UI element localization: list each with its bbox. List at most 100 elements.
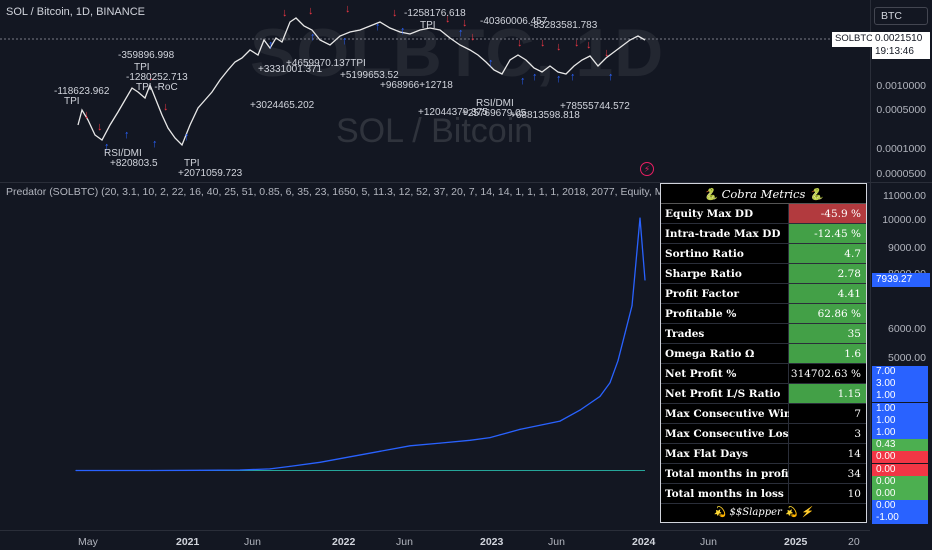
equity-point [644,279,646,281]
sell-arrow-icon: ↓ [345,3,351,15]
metric-label: Profit Factor [661,284,789,303]
main-price-chart[interactable]: SOLBTC, 1D SOL / Bitcoin ↓ ↓ ↓ ↓ ↓ ↓ ↓ ↓ ↓ ↓ ↓ ↓ ↓ ↓ ↓… [0,0,870,180]
price-candles: ↓↓↓↓↓ ↓ ↓ ↓ ↓ ↓↓ ↓ ↓ ↓ ↓ ↓↓↑↑↑↑↑↑ ↑↑ ↑ ↑↑↑ ↑ ↑ ↑ ↑ [0,3,870,153]
buy-arrow-icon: ↑ [152,138,158,150]
metric-label: Profitable % [661,304,789,323]
equity-point [239,469,241,471]
equity-point [319,461,321,463]
signal-label: TPI [134,62,150,73]
sell-arrow-icon: ↓ [540,37,546,49]
buy-arrow-icon: ↑ [184,131,190,143]
equity-point [349,456,351,458]
signal-label: +68813598.818 [510,110,580,121]
signal-label: +3331001.371 [258,64,323,75]
sell-arrow-icon: ↓ [604,47,610,59]
time-scale-label: 2025 [784,536,808,548]
metric-label: Sharpe Ratio [661,264,789,283]
buy-arrow-icon: ↑ [310,31,316,43]
price-scale-label: 0.0010000 [876,80,926,92]
metrics-row: Omega Ratio Ω 1.6 [661,344,866,364]
metric-value: 4.41 [789,284,866,303]
equity-point [599,395,601,397]
metric-value: 1.6 [789,344,866,363]
signal-label: +968966+12718 [380,80,453,91]
indicator-title[interactable]: Predator (SOLBTC) (20, 3.1, 10, 2, 22, 1… [6,186,740,198]
equity-point [631,305,633,307]
metric-label: Max Flat Days [661,444,789,463]
cobra-metrics-table: 🐍 Cobra Metrics 🐍 Equity Max DD -45.9 % In… [660,183,867,523]
metrics-row: Equity Max DD -45.9 % [661,204,866,224]
metrics-row: Intra-trade Max DD -12.45 % [661,224,866,244]
equity-point [199,469,201,471]
buy-arrow-icon: ↑ [488,57,494,69]
buy-arrow-icon: ↑ [520,75,526,87]
signal-label: -1258176.618 [404,8,466,19]
indicator-scale-label: 6000.00 [888,323,926,335]
metrics-row: Max Consecutive Losses 3 [661,424,866,444]
metric-label: Omega Ratio Ω [661,344,789,363]
metric-label: Net Profit % [661,364,789,383]
sell-arrow-icon: ↓ [556,41,562,53]
signal-label: -359896.998 [118,50,175,61]
signal-label: +5199653.52 [340,70,399,81]
lightning-icon[interactable]: ⚡ [640,162,654,176]
metric-label: Intra-trade Max DD [661,224,789,243]
time-scale-label: 20 [848,536,860,548]
signal-label: TPI [184,158,200,169]
equity-point [489,437,491,439]
metric-label: Max Consecutive Wins [661,404,797,423]
metrics-row: Sortino Ratio 4.7 [661,244,866,264]
signal-label: RSI/DMI [476,98,514,109]
metrics-row: Max Consecutive Wins 7 [661,404,866,424]
signal-label: +820803.5 [110,158,158,169]
metrics-row: Trades 35 [661,324,866,344]
buy-arrow-icon: ↑ [532,71,538,83]
sell-arrow-icon: ↓ [97,121,103,133]
equity-point [499,434,501,436]
buy-arrow-icon: ↑ [570,71,576,83]
metric-label: Max Consecutive Losses [661,424,807,443]
indicator-scale-label: 9000.00 [888,242,926,254]
buy-arrow-icon: ↑ [342,35,348,47]
sell-arrow-icon: ↓ [392,7,398,19]
signal-label: -83283581.783 [530,20,598,31]
equity-chart [75,217,646,472]
symbol-title[interactable]: SOL / Bitcoin, 1D, BINANCE [6,6,145,18]
indicator-value-tag: 0.43 [872,439,928,452]
sell-arrow-icon: ↓ [470,31,476,43]
time-scale-label: 2024 [632,536,656,548]
equity-point [75,469,77,472]
metric-value: 4.7 [789,244,866,263]
equity-point [519,428,521,430]
signal-label: -118623.962 [54,86,110,97]
time-scale[interactable]: May 2021 Jun 2022 Jun 2023 Jun 2024 Jun 2025 20 [0,530,870,550]
equity-point [624,332,626,334]
signal-label: +25769679.05 [462,108,527,119]
signal-label: +2071059.723 [178,168,243,179]
metrics-row: Total months in loss 10 [661,484,866,504]
metric-value: -12.45 % [789,224,866,243]
indicator-value-tag: 0.00 [872,463,928,476]
bar-countdown: 19:13:46 [872,46,930,59]
indicator-value-tag: 1.00 [872,402,928,415]
currency-button[interactable]: BTC [874,7,928,25]
metrics-row: Profitable % 62.86 % [661,304,866,324]
equity-point [639,217,641,219]
equity-point [579,409,581,411]
equity-point [469,439,471,441]
metrics-row: Profit Factor 4.41 [661,284,866,304]
metric-value: 2.78 [789,264,866,283]
metric-label: Total months in loss [661,484,789,503]
sell-arrow-icon: ↓ [462,17,468,29]
signal-label: -40360006.457 [480,16,548,27]
pane-divider[interactable] [0,182,932,183]
metrics-row: Net Profit % 314702.63 % [661,364,866,384]
indicator-value-tag: 0.00 [872,500,928,513]
indicator-scale-label: 10000.00 [882,214,926,226]
sell-arrow-icon: ↓ [163,101,169,113]
buy-arrow-icon: ↑ [608,71,614,83]
equity-point [609,382,611,384]
metric-value: 1.15 [789,384,866,403]
signal-label: TPI -RoC [136,82,178,93]
